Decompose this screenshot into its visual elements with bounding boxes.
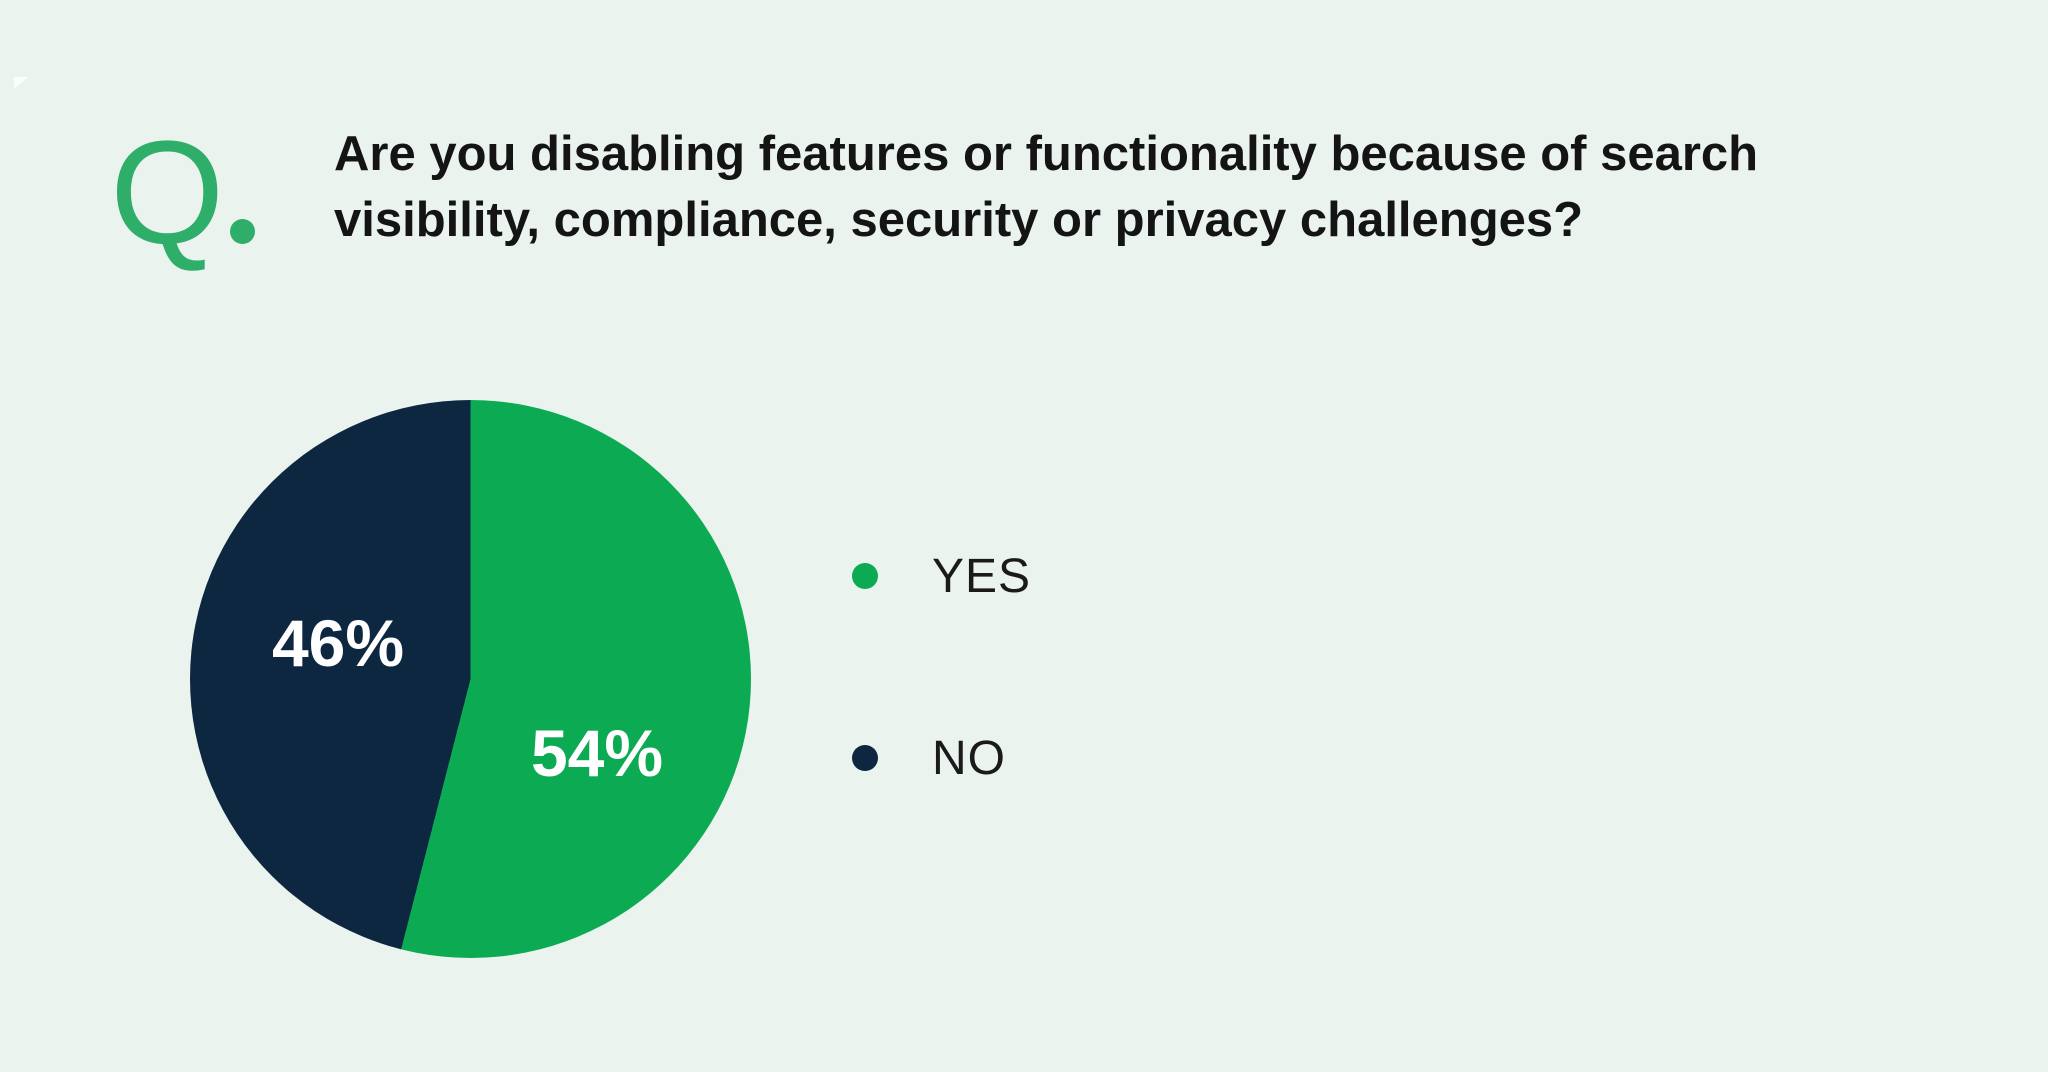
question-letter-q: Q xyxy=(110,111,225,275)
legend: YES NO xyxy=(852,549,1032,785)
legend-dot-no xyxy=(852,745,878,771)
corner-highlight-artifact xyxy=(14,77,28,89)
pie-slice-label-no: 46% xyxy=(271,606,405,680)
legend-item-yes: YES xyxy=(852,549,1032,603)
legend-item-no: NO xyxy=(852,731,1031,785)
legend-label-yes: YES xyxy=(932,549,1032,603)
question-title: Are you disabling features or functional… xyxy=(334,127,1759,247)
pie-chart: 46% 54% xyxy=(190,400,751,958)
legend-dot-yes xyxy=(852,563,878,589)
q-period-dot xyxy=(230,219,255,244)
legend-label-no: NO xyxy=(932,731,1006,785)
pie-slice-label-yes: 54% xyxy=(530,716,664,790)
